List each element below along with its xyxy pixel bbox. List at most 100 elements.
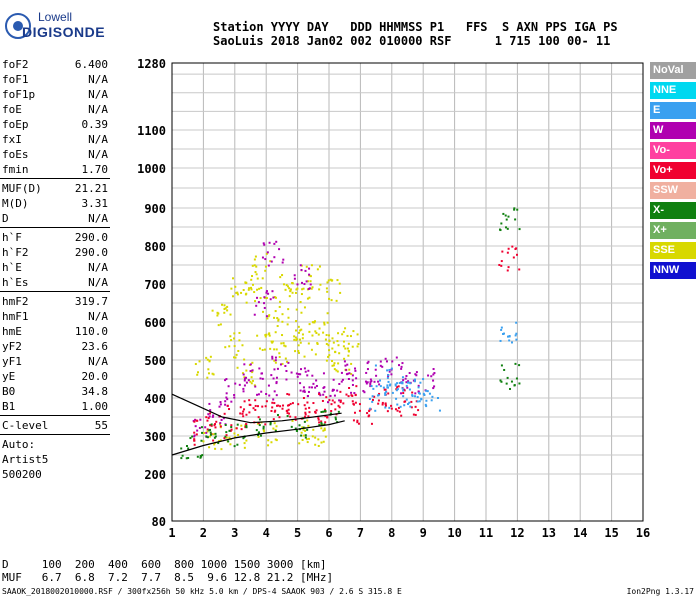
param-value: 23.6 [81, 340, 109, 353]
echo-point [351, 379, 354, 382]
echo-point [378, 392, 381, 395]
echo-point [323, 423, 326, 426]
echo-point [219, 422, 222, 425]
echo-point [234, 285, 237, 288]
echo-point [347, 342, 350, 345]
echo-point [238, 331, 241, 334]
echo-point [295, 339, 298, 342]
param-name: h`E [2, 261, 22, 274]
echo-point [372, 387, 375, 390]
echo-point [365, 382, 368, 385]
echo-point [233, 345, 236, 348]
echo-point [242, 390, 245, 393]
echo-point [261, 372, 264, 375]
echo-point [199, 418, 202, 421]
echo-point [230, 426, 233, 429]
echo-point [368, 410, 371, 413]
echo-point [306, 428, 309, 431]
echo-point [301, 426, 304, 429]
echo-point [217, 442, 220, 445]
echo-point [319, 283, 322, 286]
echo-point [225, 392, 228, 395]
echo-point [294, 291, 297, 294]
echo-point [518, 364, 521, 367]
echo-point [275, 376, 278, 379]
param-separator [0, 178, 110, 179]
echo-point [407, 381, 410, 384]
echo-point [250, 376, 253, 379]
echo-point [264, 405, 267, 408]
echo-point [348, 372, 351, 375]
x-tick-label: 6 [325, 526, 332, 540]
echo-point [236, 291, 239, 294]
param-row: yE 20.0 [0, 369, 110, 384]
echo-point [200, 455, 203, 458]
echo-point [254, 404, 257, 407]
param-value: 34.8 [81, 385, 109, 398]
echo-point [274, 361, 277, 364]
echo-point [242, 387, 245, 390]
echo-point [507, 335, 510, 338]
echo-point [271, 340, 274, 343]
echo-point [254, 300, 257, 303]
echo-point [265, 252, 268, 255]
echo-point [500, 328, 503, 331]
echo-point [270, 441, 273, 444]
echo-point [347, 354, 350, 357]
echo-point [258, 287, 261, 290]
echo-point [397, 385, 400, 388]
echo-point [354, 394, 357, 397]
echo-point [400, 414, 403, 417]
echo-point [506, 251, 509, 254]
echo-point [395, 397, 398, 400]
echo-point [286, 393, 289, 396]
echo-point [308, 330, 311, 333]
echo-point [418, 400, 421, 403]
echo-point [281, 274, 284, 277]
echo-point [303, 283, 306, 286]
echo-point [191, 435, 194, 438]
echo-point [322, 386, 325, 389]
echo-point [402, 379, 405, 382]
echo-point [248, 403, 251, 406]
echo-point [281, 261, 284, 264]
echo-point [315, 409, 318, 412]
echo-point [272, 398, 275, 401]
echo-point [196, 371, 199, 374]
echo-point [287, 408, 290, 411]
param-name: fxI [2, 133, 22, 146]
echo-point [376, 394, 379, 397]
param-row: h`F 290.0 [0, 230, 110, 245]
echo-point [410, 400, 413, 403]
echo-point [256, 433, 259, 436]
echo-point [223, 412, 226, 415]
param-name: foEs [2, 148, 29, 161]
echo-point [255, 265, 258, 268]
logo-lowell: Lowell [38, 10, 73, 24]
echo-point [336, 389, 339, 392]
echo-point [331, 389, 334, 392]
echo-point [417, 384, 420, 387]
echo-point [251, 371, 254, 374]
echo-point [196, 455, 199, 458]
echo-point [318, 288, 321, 291]
echo-point [245, 381, 248, 384]
echo-point [387, 373, 390, 376]
param-row: foEs N/A [0, 147, 110, 162]
echo-point [289, 290, 292, 293]
echo-point [307, 415, 310, 418]
echo-point [325, 287, 328, 290]
param-value: N/A [88, 355, 108, 368]
echo-point [282, 258, 285, 261]
echo-point [269, 260, 272, 263]
echo-point [210, 424, 213, 427]
echo-point [507, 266, 510, 269]
echo-point [400, 365, 403, 368]
echo-point [390, 368, 393, 371]
echo-point [235, 427, 238, 430]
echo-point [331, 360, 334, 363]
echo-point [415, 371, 418, 374]
echo-point [323, 390, 326, 393]
echo-point [193, 431, 196, 434]
echo-point [510, 341, 513, 344]
